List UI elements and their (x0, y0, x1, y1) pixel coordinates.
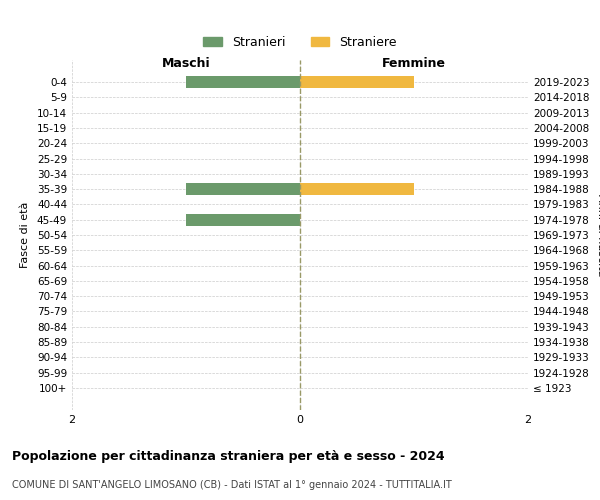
Y-axis label: Anni di nascita: Anni di nascita (596, 194, 600, 276)
Legend: Stranieri, Straniere: Stranieri, Straniere (198, 31, 402, 54)
Bar (300, 183, 414, 195)
Text: Maschi: Maschi (161, 57, 211, 70)
Bar (186, 183, 300, 195)
Bar (186, 76, 300, 88)
Bar (300, 76, 414, 88)
Bar (186, 214, 300, 226)
Text: Femmine: Femmine (382, 57, 446, 70)
Y-axis label: Fasce di età: Fasce di età (20, 202, 30, 268)
Text: COMUNE DI SANT'ANGELO LIMOSANO (CB) - Dati ISTAT al 1° gennaio 2024 - TUTTITALIA: COMUNE DI SANT'ANGELO LIMOSANO (CB) - Da… (12, 480, 452, 490)
Text: Popolazione per cittadinanza straniera per età e sesso - 2024: Popolazione per cittadinanza straniera p… (12, 450, 445, 463)
